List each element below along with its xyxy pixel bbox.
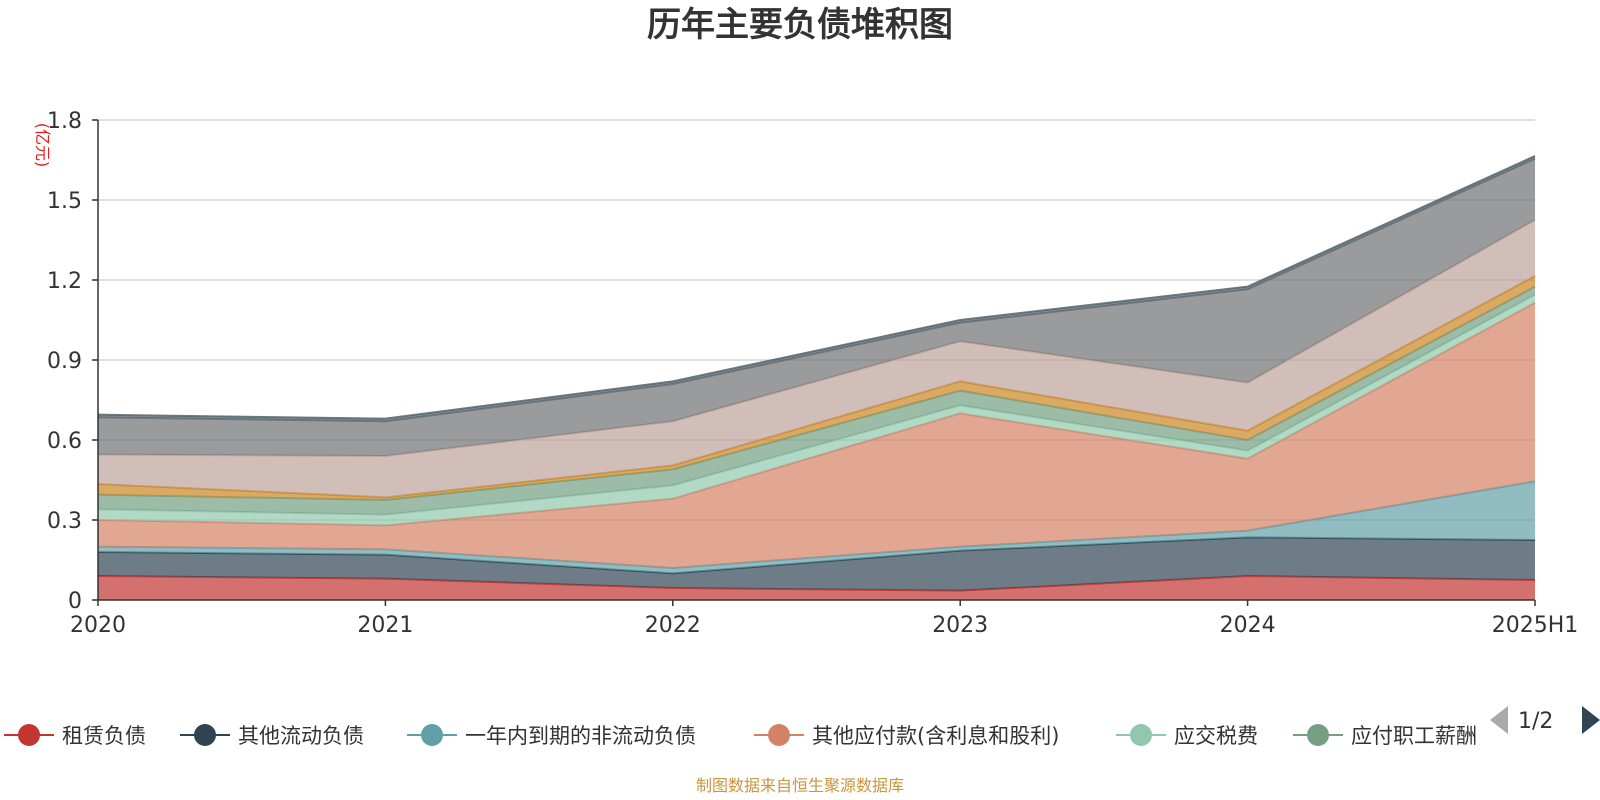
legend-label-1: 其他流动负债 bbox=[238, 724, 364, 748]
legend-item-4[interactable]: 应交税费 bbox=[1116, 724, 1258, 748]
legend-item-1[interactable]: 其他流动负债 bbox=[180, 724, 364, 748]
legend-pager: 1/2 bbox=[1490, 706, 1600, 734]
y-tick-label-5: 1.5 bbox=[47, 189, 82, 214]
area-series-9 bbox=[97, 155, 1536, 422]
area-series-layer bbox=[97, 155, 1536, 600]
legend-swatch-dot-3 bbox=[768, 724, 790, 746]
area-fill-1 bbox=[98, 537, 1535, 591]
legend-label-5: 应付职工薪酬 bbox=[1351, 724, 1477, 748]
data-source-footer: 制图数据来自恒生聚源数据库 bbox=[696, 776, 904, 795]
legend-next-arrow-icon[interactable] bbox=[1582, 706, 1600, 734]
legend-swatch-dot-1 bbox=[194, 724, 216, 746]
x-tick-label-3: 2023 bbox=[932, 613, 988, 638]
x-tick-label-2: 2022 bbox=[645, 613, 701, 638]
legend-swatch-dot-4 bbox=[1130, 724, 1152, 746]
y-tick-label-1: 0.3 bbox=[47, 509, 82, 534]
legend-item-3[interactable]: 其他应付款(含利息和股利) bbox=[754, 724, 1059, 748]
x-tick-label-5: 2025H1 bbox=[1492, 613, 1579, 638]
legend-label-3: 其他应付款(含利息和股利) bbox=[812, 724, 1059, 748]
legend-page-indicator: 1/2 bbox=[1518, 709, 1553, 734]
legend-label-4: 应交税费 bbox=[1174, 724, 1258, 748]
legend-item-0[interactable]: 租赁负债 bbox=[4, 724, 146, 748]
legend-swatch-dot-0 bbox=[18, 724, 40, 746]
legend-item-5[interactable]: 应付职工薪酬 bbox=[1293, 724, 1477, 748]
legend-label-0: 租赁负债 bbox=[62, 724, 146, 748]
area-line-9 bbox=[97, 155, 1536, 420]
y-tick-label-4: 1.2 bbox=[47, 269, 82, 294]
axes bbox=[92, 119, 1536, 606]
x-tick-label-0: 2020 bbox=[70, 613, 126, 638]
y-tick-label-2: 0.6 bbox=[47, 429, 82, 454]
y-axis-unit-label: (亿元) bbox=[33, 123, 52, 168]
x-tick-label-4: 2024 bbox=[1220, 613, 1276, 638]
legend-swatch-dot-5 bbox=[1307, 724, 1329, 746]
y-tick-label-3: 0.9 bbox=[47, 349, 82, 374]
legend-prev-arrow-icon[interactable] bbox=[1490, 706, 1508, 734]
chart-title: 历年主要负债堆积图 bbox=[647, 5, 953, 45]
x-tick-label-1: 2021 bbox=[357, 613, 413, 638]
tick-labels: 0 0.3 0.6 0.9 1.2 1.5 1.8 2020 2021 2022 2023 2024 2… bbox=[47, 109, 1578, 638]
area-fill-7 bbox=[98, 220, 1535, 498]
y-tick-label-0: 0 bbox=[68, 589, 82, 614]
legend-item-2[interactable]: 一年内到期的非流动负债 bbox=[407, 724, 696, 748]
area-fill-9 bbox=[98, 156, 1535, 422]
area-fill-3 bbox=[98, 302, 1535, 568]
legend: 租赁负债 其他流动负债 一年内到期的非流动负债 其他应付款(含利息和股利) 应交税费 应付… bbox=[4, 724, 1477, 748]
area-fill-8 bbox=[98, 158, 1535, 456]
y-tick-label-6: 1.8 bbox=[47, 109, 82, 134]
legend-label-2: 一年内到期的非流动负债 bbox=[465, 724, 696, 748]
legend-swatch-dot-2 bbox=[421, 724, 443, 746]
